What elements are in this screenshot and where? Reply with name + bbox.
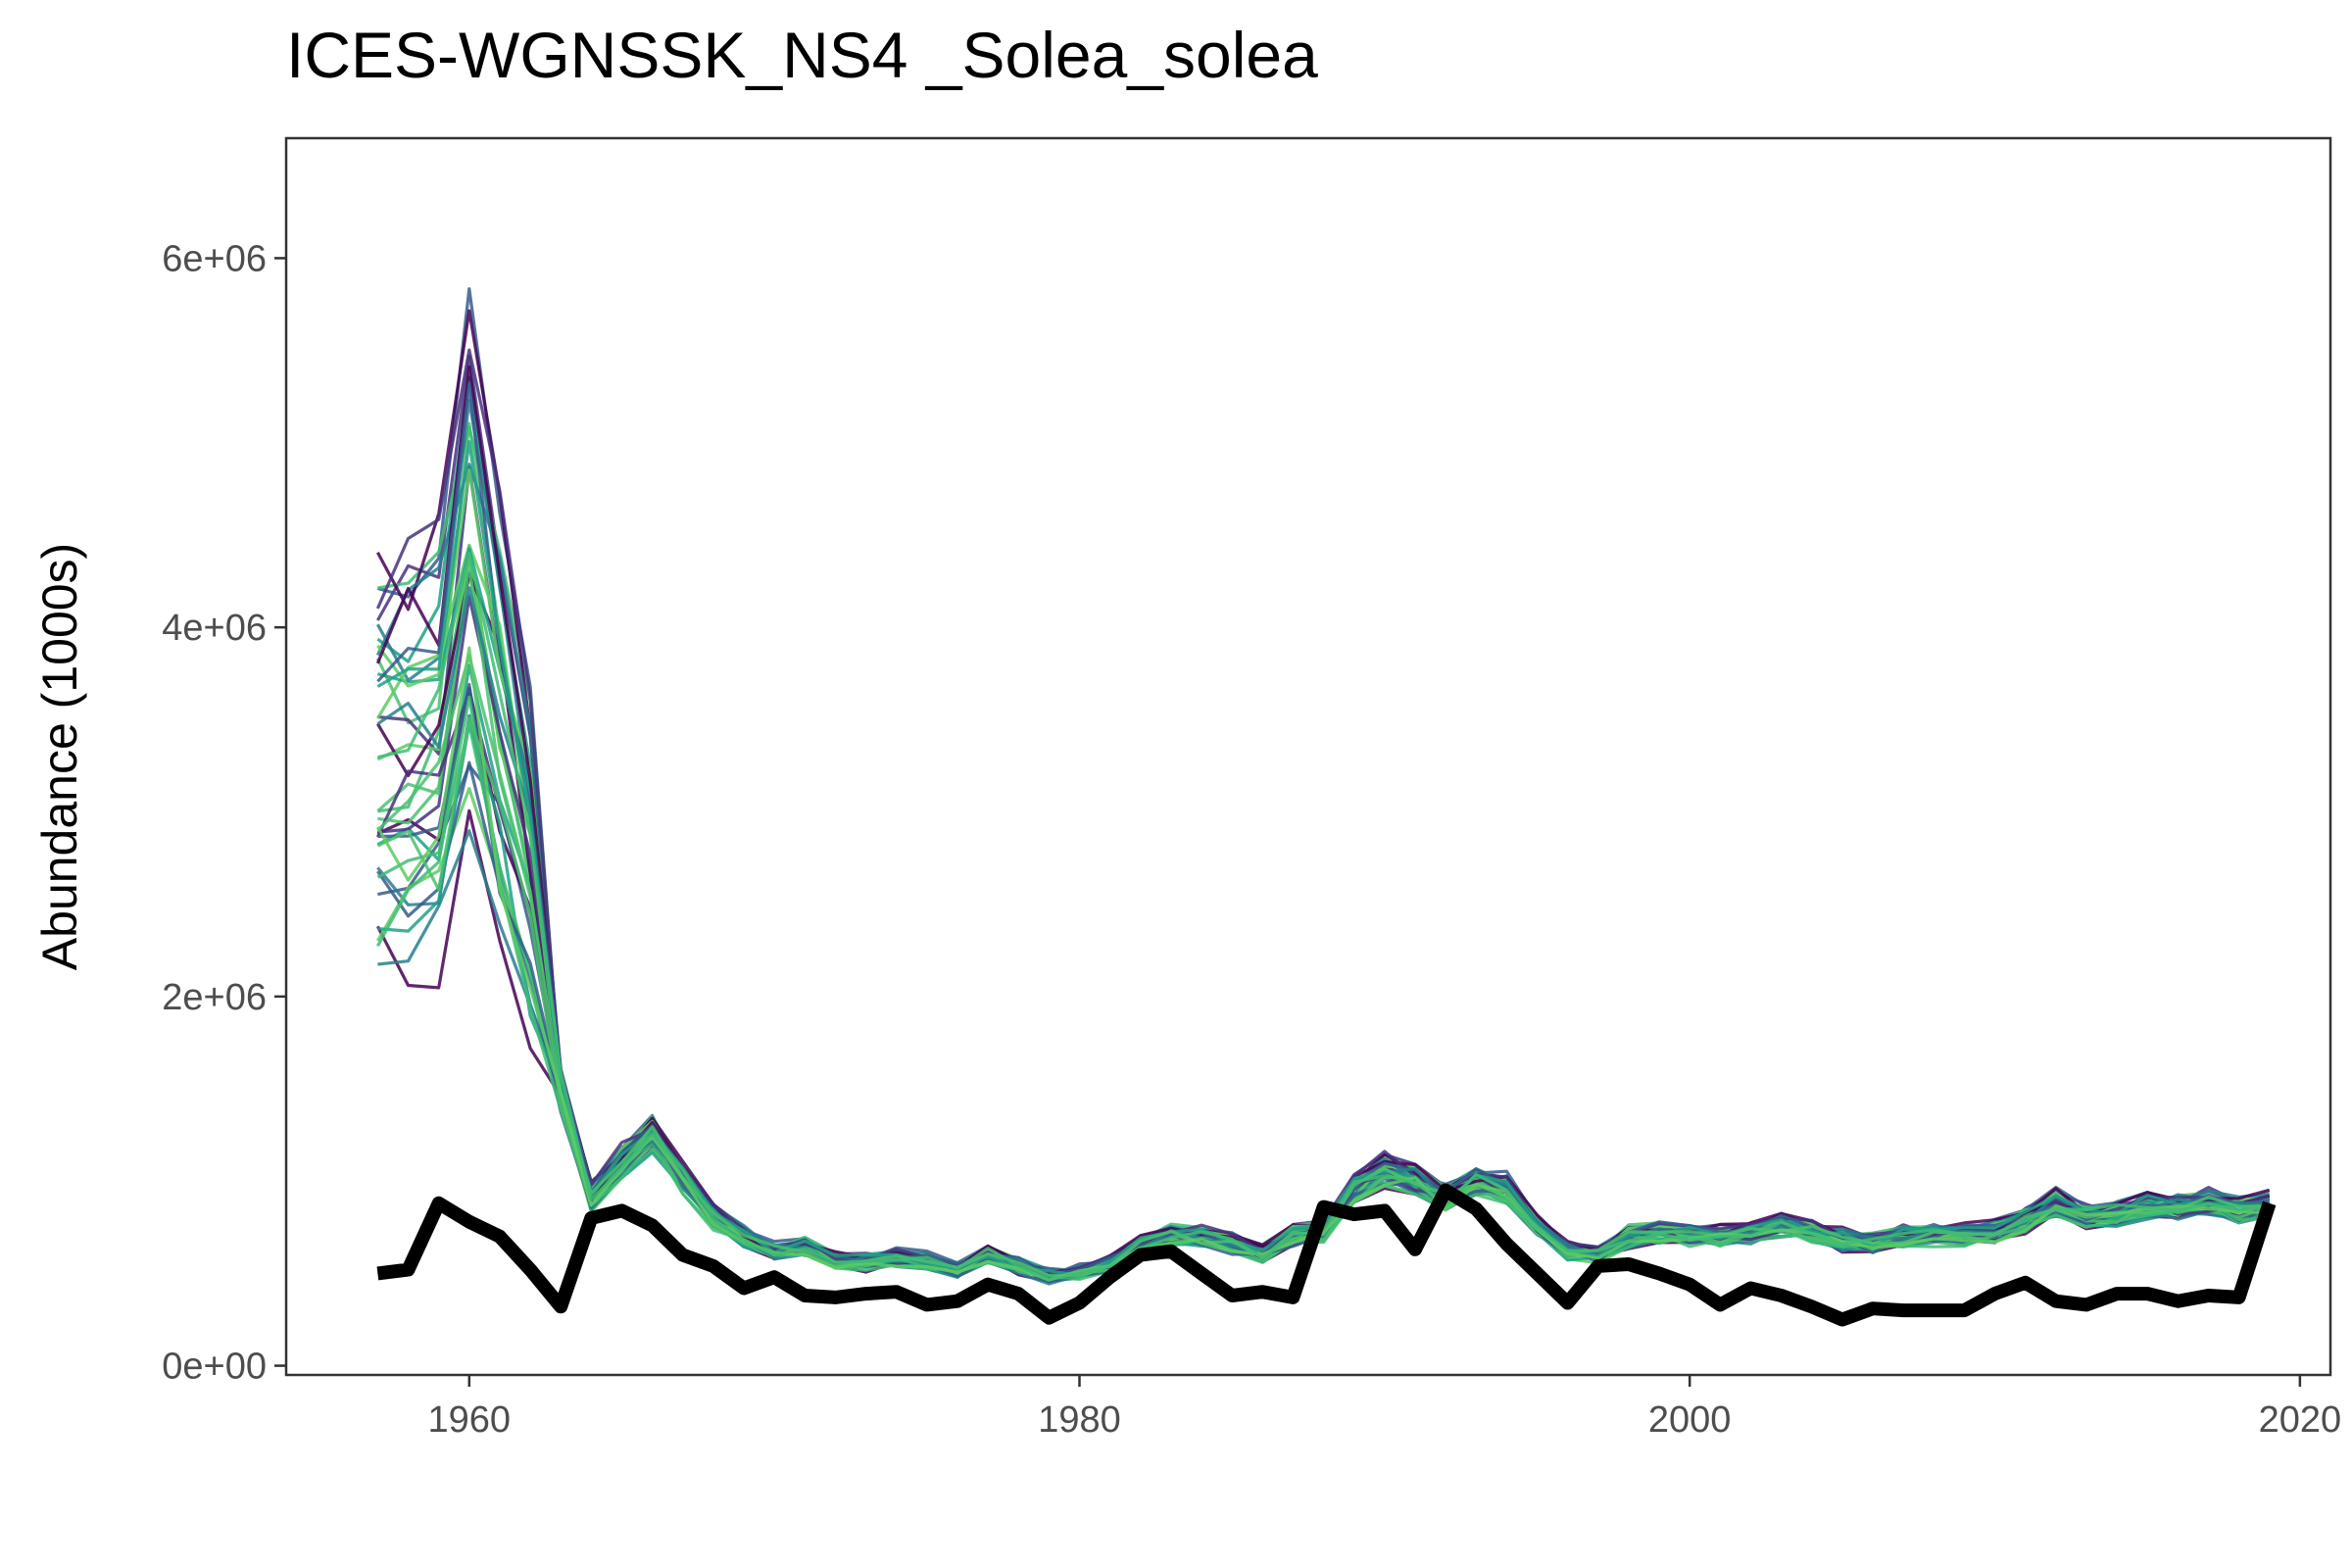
plot-panel-border [284,136,2332,1377]
series-lines [376,1183,2277,1327]
x-tick-label: 2020 [2259,1399,2342,1441]
ensemble-line [376,646,2270,1282]
y-tick-label: 2e+06 [162,977,267,1018]
y-tick-label: 0e+00 [162,1347,267,1388]
y-axis-title: Abundance (1000s) [32,543,87,970]
ensemble-line [377,552,2270,1282]
y-axis: 0e+00 2e+06 4e+06 6e+06 [162,238,286,1388]
y-tick-label: 6e+06 [162,238,267,279]
x-axis: 1960 1980 2000 2020 [428,1375,2342,1441]
chart-title: ICES-WGNSSK_NS4 _Solea_solea [286,19,1318,91]
series-line [376,1183,2277,1327]
x-tick-label: 1960 [428,1399,512,1441]
x-tick-label: 1980 [1038,1399,1121,1441]
y-tick-label: 4e+06 [162,608,267,649]
x-tick-label: 2000 [1648,1399,1732,1441]
